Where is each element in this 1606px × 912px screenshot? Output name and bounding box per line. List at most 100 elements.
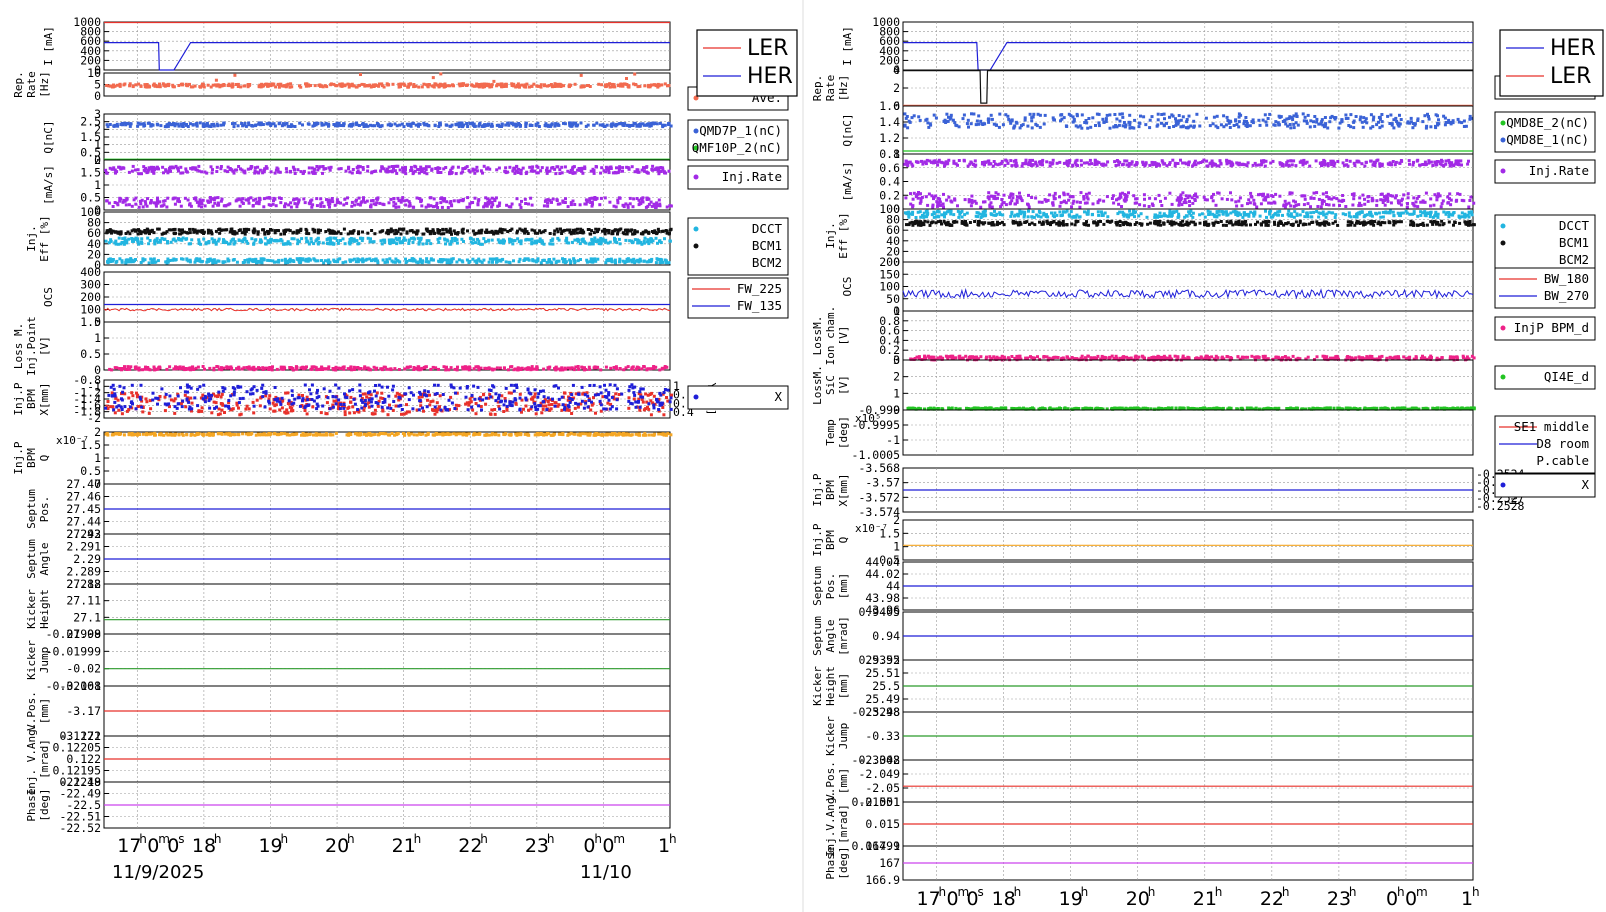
data-point [123, 405, 127, 409]
data-point [171, 122, 175, 125]
data-point [329, 199, 333, 203]
data-point [585, 260, 589, 264]
data-point [195, 432, 199, 436]
data-point [139, 84, 143, 88]
data-point [186, 390, 189, 394]
data-point [253, 238, 257, 242]
data-point [546, 169, 550, 173]
data-point [325, 401, 329, 405]
series-X [104, 383, 673, 412]
data-point [660, 403, 664, 407]
data-point [282, 365, 286, 369]
data-point [390, 123, 393, 127]
data-point [340, 82, 344, 86]
data-point [211, 204, 215, 208]
data-point [349, 395, 353, 399]
data-point [275, 260, 279, 264]
data-point [106, 259, 110, 263]
data-point [563, 165, 567, 169]
data-point [134, 196, 138, 200]
data-point [350, 171, 354, 175]
data-point [584, 432, 588, 436]
data-point [331, 403, 335, 407]
data-point [424, 433, 428, 437]
data-point [233, 121, 237, 125]
data-point [292, 237, 296, 241]
data-point [576, 123, 580, 127]
data-point [508, 400, 512, 404]
y-axis-label: I [mA] [42, 26, 55, 66]
data-point [461, 167, 465, 171]
data-point [380, 391, 384, 395]
data-point [606, 401, 610, 405]
data-point [146, 236, 150, 240]
data-point [288, 366, 292, 370]
data-point [343, 413, 347, 417]
data-point [456, 231, 460, 234]
data-point [516, 229, 519, 233]
data-point [181, 236, 185, 240]
data-point [285, 408, 289, 412]
data-point [412, 83, 416, 86]
data-point [329, 242, 333, 246]
data-point [435, 204, 438, 208]
data-point [614, 123, 618, 127]
panel-injrate: 21.510.50[mA/s] Inj.Rate [42, 153, 789, 217]
data-point [482, 258, 486, 262]
data-point [137, 172, 141, 176]
data-point [389, 197, 393, 201]
data-point [328, 240, 332, 244]
data-point [353, 402, 357, 406]
data-point [373, 83, 377, 87]
data-point [135, 433, 139, 437]
data-point [427, 204, 431, 208]
data-point [437, 432, 441, 436]
data-point [496, 231, 500, 235]
data-point [625, 123, 629, 127]
data-point [315, 368, 319, 372]
data-point [505, 408, 509, 412]
data-point [557, 386, 560, 390]
data-point [219, 165, 223, 168]
data-point [321, 241, 325, 245]
data-point [278, 121, 282, 125]
data-point [232, 258, 236, 261]
data-point [311, 405, 315, 409]
data-point [229, 394, 233, 398]
data-point [154, 83, 158, 87]
data-point [449, 260, 452, 264]
data-point [502, 403, 506, 407]
data-point [360, 82, 364, 86]
data-point [110, 368, 114, 372]
data-point [257, 200, 261, 203]
data-point [406, 85, 410, 89]
data-point [449, 383, 453, 387]
data-point [661, 367, 665, 371]
data-point [397, 404, 401, 408]
y-tick-label: 2.292 [66, 527, 101, 541]
data-point [533, 388, 537, 392]
data-point [574, 365, 578, 369]
data-point [377, 399, 381, 403]
data-point [626, 365, 630, 369]
data-point [184, 405, 188, 409]
data-point [107, 257, 111, 261]
data-point [226, 165, 230, 169]
data-point [164, 83, 168, 87]
data-point [427, 165, 431, 169]
data-point [595, 121, 599, 125]
data-point [569, 83, 573, 87]
data-point [305, 433, 309, 437]
data-point [227, 401, 231, 405]
data-point [604, 170, 608, 174]
data-point [373, 408, 377, 412]
data-point [200, 229, 204, 233]
data-point [127, 237, 131, 241]
data-point [337, 366, 341, 370]
data-point [643, 433, 647, 437]
data-point [397, 199, 401, 203]
data-point [124, 258, 128, 262]
data-point [347, 432, 351, 436]
data-point [398, 396, 402, 400]
data-point [236, 85, 240, 88]
